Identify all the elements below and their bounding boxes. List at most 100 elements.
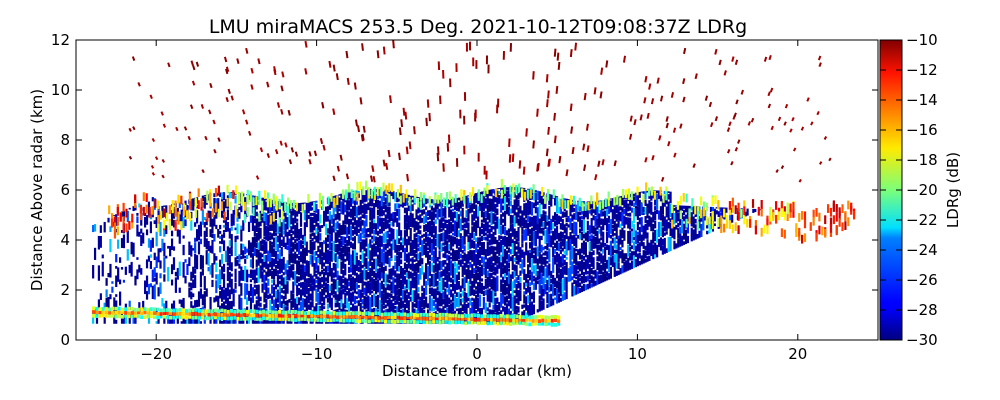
ldr-cell	[205, 218, 208, 226]
ldr-cell	[226, 262, 229, 266]
ldr-cell	[448, 234, 451, 243]
ldr-cell	[499, 317, 503, 322]
ldr-cell	[386, 219, 389, 229]
ldr-cell	[122, 202, 125, 212]
ldr-cell	[384, 197, 387, 205]
ldr-cell	[548, 205, 551, 220]
ldr-cell	[127, 306, 131, 311]
ldr-cell	[421, 209, 424, 216]
ldr-cell	[274, 290, 278, 299]
ldr-cell	[453, 261, 457, 267]
ldr-cell	[348, 288, 351, 302]
ldr-cell	[192, 293, 195, 298]
ldr-cell	[178, 299, 181, 304]
ldr-cell	[461, 278, 464, 289]
ldr-cell	[577, 261, 580, 270]
ldr-cell	[432, 199, 435, 206]
ldr-cell	[406, 315, 410, 320]
ldr-cell	[336, 230, 339, 243]
colorbar-tick-label: −20	[906, 181, 938, 199]
ldr-cell	[423, 244, 426, 256]
ldr-cell	[353, 205, 357, 217]
ldr-cell	[421, 197, 424, 208]
ldr-cell	[632, 202, 636, 207]
ldr-cell	[249, 309, 253, 313]
ldr-cell	[259, 252, 262, 264]
ldr-cell	[480, 201, 484, 218]
ldr-cell	[598, 275, 601, 285]
ldr-cell	[483, 314, 487, 319]
ldr-cell	[305, 295, 308, 312]
ldr-cell	[255, 248, 258, 258]
ldr-cell	[342, 220, 345, 235]
ldr-cell	[161, 174, 165, 179]
ldr-cell	[355, 206, 358, 218]
ldr-cell	[615, 244, 618, 250]
ldr-cell	[482, 223, 485, 237]
ldr-cell	[532, 215, 536, 232]
ldr-cell	[644, 216, 647, 223]
ldr-cell	[502, 276, 505, 283]
ldr-cell	[351, 318, 355, 323]
ldr-cell	[512, 183, 515, 193]
ldr-cell	[221, 253, 224, 264]
ldr-cell	[272, 279, 276, 286]
ldr-cell	[236, 235, 239, 240]
ldr-cell	[657, 221, 661, 238]
ldr-cell	[346, 297, 349, 309]
ldr-cell	[515, 238, 518, 245]
ldr-cell	[463, 291, 466, 302]
ldr-cell	[222, 233, 226, 238]
ldr-cell	[817, 55, 822, 61]
ldr-cell	[310, 314, 314, 318]
ldr-cell	[234, 257, 237, 267]
colorbar-label: LDRg (dB)	[944, 152, 962, 228]
ldr-cell	[413, 264, 416, 277]
ldr-cell	[607, 215, 611, 223]
ldr-cell	[363, 287, 366, 295]
ldr-cell	[432, 313, 436, 317]
ldr-cell	[321, 200, 324, 210]
ldr-cell	[457, 247, 460, 259]
ldr-cell	[332, 228, 335, 233]
ldr-cell	[324, 289, 328, 293]
ldr-cell	[253, 284, 256, 288]
ldr-cell	[548, 158, 551, 167]
ldr-cell	[323, 314, 327, 318]
ldr-cell	[477, 297, 480, 312]
ldr-cell	[114, 314, 118, 319]
ldr-cell	[546, 260, 549, 264]
ldr-cell	[284, 284, 287, 300]
ldr-cell	[365, 281, 368, 297]
ldr-cell	[301, 244, 305, 249]
ldr-cell	[373, 293, 376, 307]
ldr-cell	[307, 194, 310, 203]
ldr-cell	[303, 236, 306, 246]
ldr-cell	[263, 292, 266, 303]
ldr-cell	[555, 196, 559, 198]
ldr-cell	[457, 281, 460, 290]
ldr-cell	[269, 235, 272, 241]
ldr-cell	[442, 217, 445, 222]
ldr-cell	[117, 314, 121, 319]
ldr-cell	[148, 206, 151, 216]
ldr-cell	[130, 306, 134, 311]
ldr-cell	[223, 309, 227, 313]
ldr-cell	[593, 87, 597, 95]
ldr-cell	[570, 126, 574, 134]
ldr-cell	[720, 215, 723, 225]
ldr-cell	[517, 193, 520, 200]
ldr-cell	[704, 95, 709, 101]
ldr-cell	[448, 199, 451, 205]
ldr-cell	[579, 261, 582, 272]
ldr-cell	[217, 309, 221, 314]
ldr-cell	[278, 275, 281, 280]
ldr-cell	[253, 225, 256, 237]
ldr-cell	[600, 237, 603, 241]
ldr-cell	[588, 235, 591, 242]
ldr-cell	[582, 255, 586, 261]
ldr-cell	[292, 242, 295, 252]
ldr-cell	[342, 269, 345, 279]
ldr-cell	[407, 252, 410, 269]
ldr-cell	[415, 196, 418, 199]
